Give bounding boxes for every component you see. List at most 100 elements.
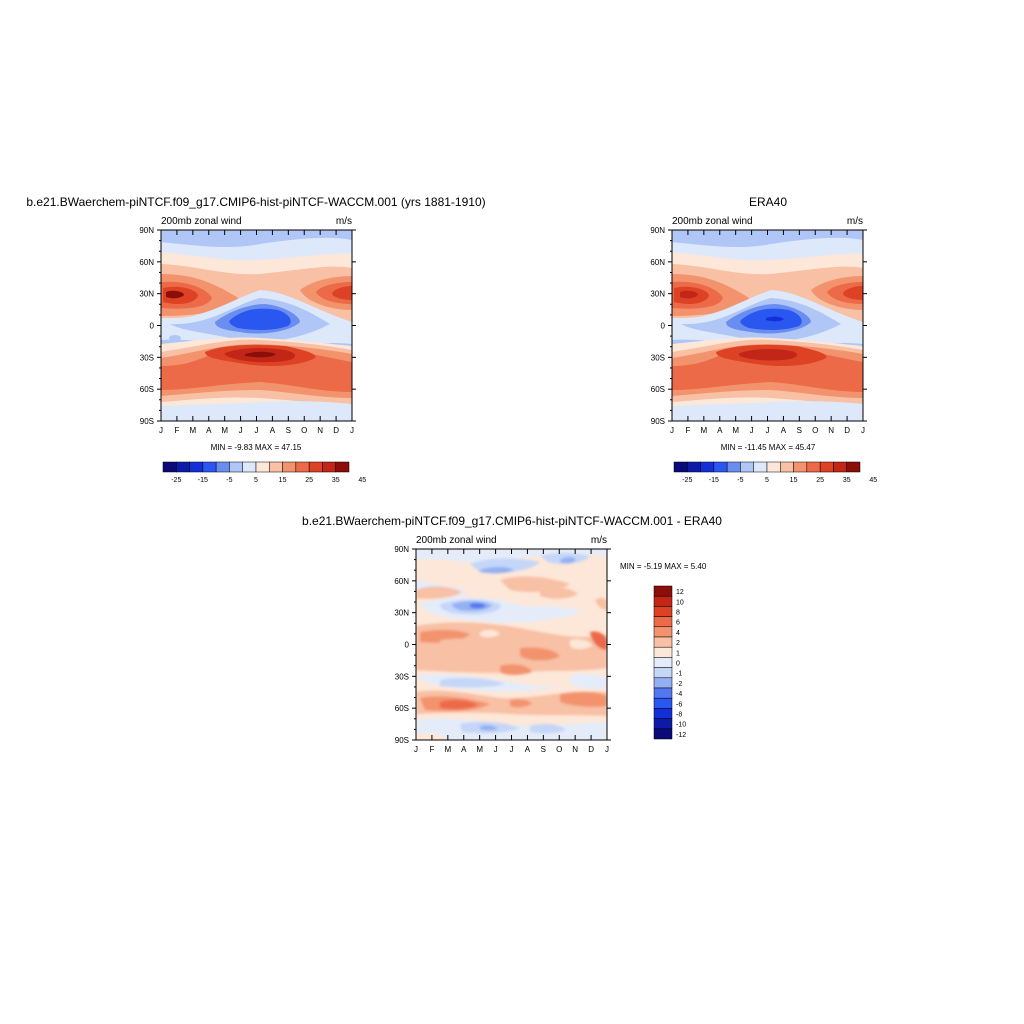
colorbar-label: 0 [676, 661, 680, 668]
colorbar-label: 35 [332, 477, 340, 484]
x-tick-label: M [732, 426, 739, 435]
panel-units-label: m/s [591, 535, 607, 546]
y-tick-label: 90S [140, 417, 154, 426]
panel-units-label: m/s [847, 216, 863, 227]
colorbar-swatch [176, 461, 190, 473]
x-tick-label: J [239, 426, 243, 435]
colorbar-swatch [653, 718, 673, 730]
x-tick-label: N [317, 426, 323, 435]
colorbar-swatch [806, 461, 821, 473]
y-tick-label: 60N [139, 258, 154, 267]
colorbar-label: 4 [676, 630, 680, 637]
colorbar-swatch [726, 461, 741, 473]
x-tick-label: S [541, 745, 546, 754]
colorbar-label: -25 [171, 477, 181, 484]
x-tick-label: N [572, 745, 578, 754]
contour-field [161, 230, 352, 421]
x-tick-label: J [861, 426, 865, 435]
colorbar-label: 5 [765, 477, 769, 484]
x-tick-label: J [414, 745, 418, 754]
colorbar-swatch [295, 461, 310, 473]
x-tick-label: J [510, 745, 514, 754]
colorbar-swatch [653, 677, 673, 689]
colorbar-swatch [653, 606, 673, 617]
y-tick-label: 90N [650, 226, 665, 235]
colorbar: -25 -15 -5 5 15 25 35 45 [673, 461, 877, 484]
x-tick-label: J [494, 745, 498, 754]
colorbar-label: -6 [676, 701, 682, 708]
colorbar-swatch [269, 461, 283, 473]
panel-title: b.e21.BWaerchem-piNTCF.f09_g17.CMIP6-his… [302, 514, 722, 528]
colorbar-swatch [793, 461, 808, 473]
colorbar-label: -2 [676, 681, 682, 688]
colorbar-swatch [673, 461, 688, 473]
x-tick-label: F [685, 426, 690, 435]
colorbar-swatch [653, 616, 673, 628]
x-tick-label: S [286, 426, 291, 435]
x-tick-label: S [797, 426, 802, 435]
y-tick-label: 90N [139, 226, 154, 235]
x-tick-label: D [333, 426, 339, 435]
colorbar-swatch [335, 461, 350, 473]
colorbar-swatch [653, 636, 673, 648]
colorbar-swatch [189, 461, 204, 473]
colorbar-swatch [242, 461, 257, 473]
colorbar-label: 1 [676, 650, 680, 657]
colorbar: -25 -15 -5 5 15 25 35 45 [162, 461, 366, 484]
colorbar-swatch [162, 461, 177, 473]
x-tick-label: A [525, 745, 531, 754]
y-tick-label: 60S [651, 385, 665, 394]
x-tick-label: D [588, 745, 594, 754]
colorbar-swatch [713, 461, 728, 473]
x-tick-label: M [189, 426, 196, 435]
colorbar-label: 2 [676, 640, 680, 647]
colorbar-label: 15 [790, 477, 798, 484]
x-tick-label: D [844, 426, 850, 435]
x-tick-label: J [605, 745, 609, 754]
colorbar-swatch [740, 461, 754, 473]
panel-minmax: MIN = -5.19 MAX = 5.40 [620, 562, 707, 571]
colorbar-label: 6 [676, 620, 680, 627]
y-tick-label: 60S [395, 704, 409, 713]
colorbar-label: -4 [676, 691, 682, 698]
colorbar-swatch [780, 461, 794, 473]
x-tick-label: A [717, 426, 723, 435]
colorbar-label: -15 [198, 477, 208, 484]
colorbar-label: -10 [676, 722, 686, 729]
colorbar-swatch [846, 461, 861, 473]
colorbar-label: 45 [869, 477, 877, 484]
y-tick-label: 30N [139, 290, 154, 299]
colorbar-label: 35 [843, 477, 851, 484]
colorbar-label: -1 [676, 671, 682, 678]
colorbar-swatch [229, 461, 243, 473]
x-tick-label: O [812, 426, 818, 435]
colorbar-label: -8 [676, 712, 682, 719]
y-tick-label: 90S [395, 736, 409, 745]
x-tick-label: J [766, 426, 770, 435]
y-tick-label: 60N [650, 258, 665, 267]
colorbar-label: 15 [279, 477, 287, 484]
panel-left-label: 200mb zonal wind [416, 535, 497, 546]
colorbar-label: 12 [676, 589, 684, 596]
y-tick-label: 30N [650, 290, 665, 299]
y-tick-label: 60S [140, 385, 154, 394]
colorbar-swatch [202, 461, 217, 473]
colorbar-swatch [653, 728, 673, 740]
x-tick-label: F [429, 745, 434, 754]
x-tick-label: A [206, 426, 212, 435]
x-tick-label: O [301, 426, 307, 435]
colorbar-label: 8 [676, 610, 680, 617]
panel-title: b.e21.BWaerchem-piNTCF.f09_g17.CMIP6-his… [26, 195, 485, 209]
colorbar-swatch [653, 708, 673, 719]
colorbar-swatch [653, 687, 673, 699]
colorbar-swatch [833, 461, 847, 473]
x-tick-label: N [828, 426, 834, 435]
y-tick-label: 30S [651, 353, 665, 362]
colorbar-label: 25 [816, 477, 824, 484]
x-tick-label: J [255, 426, 259, 435]
panel-reanalysis: ERA40 200mb zonal wind m/s [650, 195, 877, 484]
colorbar-swatch [766, 461, 781, 473]
